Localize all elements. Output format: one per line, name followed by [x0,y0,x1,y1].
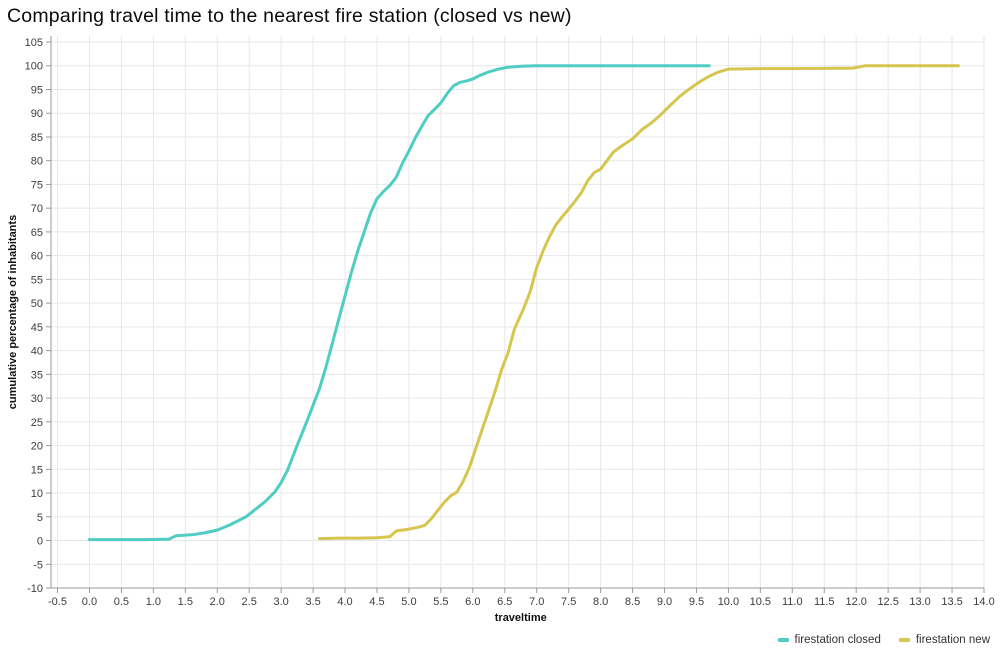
y-tick-label: 80 [31,156,43,168]
x-tick-label: 1.0 [146,596,161,608]
y-tick-label: -10 [27,583,43,595]
y-tick-label: 50 [31,298,43,310]
y-tick-label: 55 [31,274,43,286]
y-tick-label: 100 [25,61,43,73]
x-tick-label: 6.0 [465,596,480,608]
x-tick-label: -0.5 [48,596,67,608]
x-tick-label: 10.5 [750,596,771,608]
x-tick-label: 5.0 [401,596,416,608]
x-tick-label: 14.0 [973,596,994,608]
x-tick-label: 7.5 [561,596,576,608]
x-tick-label: 5.5 [433,596,448,608]
x-ticks-and-labels: -0.5 0.0 0.5 1.0 1.5 2.0 2.5 3.0 3.5 4.0 4.5 5.0 5.5… [48,588,995,608]
x-tick-label: 6.5 [497,596,512,608]
x-tick-label: 3.0 [273,596,288,608]
y-tick-label: 35 [31,369,43,381]
x-tick-label: 11.5 [814,596,835,608]
x-tick-label: 12.5 [877,596,898,608]
y-ticks-and-labels: -10 -5 0 5 10 15 20 25 30 35 40 45 50 55 60 65 70 75 80 85 9… [25,37,51,595]
y-tick-label: 65 [31,227,43,239]
x-tick-label: 4.5 [369,596,384,608]
x-tick-label: 12.0 [845,596,866,608]
x-tick-label: 0.5 [114,596,129,608]
series-line-firestation-closed [87,64,711,542]
y-tick-label: 20 [31,441,43,453]
y-tick-label: 90 [31,108,43,120]
y-tick-label: 0 [37,536,43,548]
x-tick-label: 8.0 [593,596,608,608]
legend-swatch-icon [777,638,789,642]
legend-label: firestation closed [794,634,881,646]
y-tick-label: 40 [31,346,43,358]
y-tick-label: 45 [31,322,43,334]
y-tick-label: 105 [25,37,43,49]
y-tick-label: -5 [33,559,43,571]
x-tick-label: 1.5 [178,596,193,608]
x-gridlines [57,36,985,588]
x-tick-label: 9.0 [657,596,672,608]
y-tick-label: 15 [31,464,43,476]
x-tick-label: 3.5 [305,596,320,608]
legend-swatch-icon [898,638,910,642]
y-tick-label: 60 [31,251,43,263]
x-tick-label: 2.5 [242,596,257,608]
y-gridlines [51,41,984,589]
y-tick-label: 25 [31,417,43,429]
x-tick-label: 0.0 [82,596,97,608]
x-tick-label: 8.5 [625,596,640,608]
legend-label: firestation new [915,634,990,646]
y-tick-label: 5 [37,512,43,524]
legend-item-firestation-new[interactable]: firestation new [898,634,990,646]
x-axis-title: traveltime [495,612,547,624]
chart-title: Comparing travel time to the nearest fir… [7,5,572,27]
x-tick-label: 2.0 [210,596,225,608]
x-tick-label: 7.0 [529,596,544,608]
x-tick-label: 13.5 [941,596,962,608]
series-line-firestation-new [318,64,960,541]
y-tick-label: 75 [31,179,43,191]
y-tick-label: 70 [31,203,43,215]
legend-item-firestation-closed[interactable]: firestation closed [777,634,881,646]
x-tick-label: 13.0 [909,596,930,608]
x-tick-label: 4.0 [337,596,352,608]
y-tick-label: 95 [31,84,43,96]
x-tick-label: 11.0 [782,596,803,608]
x-tick-label: 10.0 [718,596,739,608]
y-axis-title: cumulative percentage of inhabitants [7,215,19,409]
x-tick-label: 9.5 [689,596,704,608]
legend: firestation closed firestation new [777,634,990,646]
y-tick-label: 85 [31,132,43,144]
y-tick-label: 30 [31,393,43,405]
y-tick-label: 10 [31,488,43,500]
